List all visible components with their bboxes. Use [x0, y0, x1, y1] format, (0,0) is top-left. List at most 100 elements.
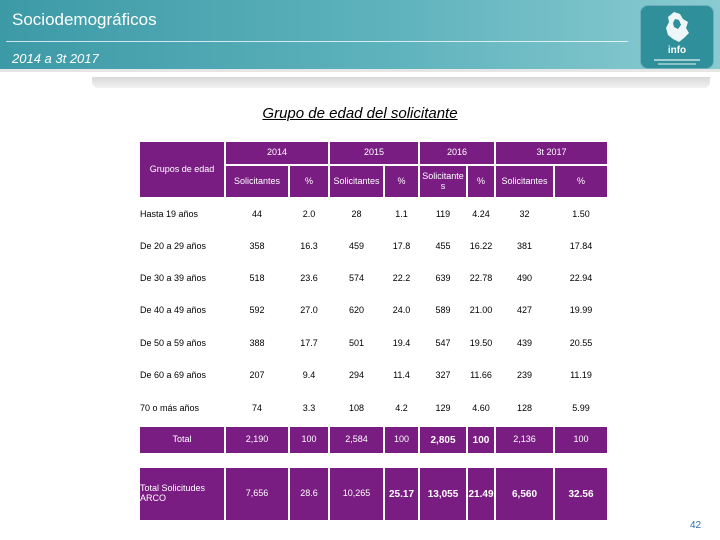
data-cell: 19.50 [468, 329, 494, 359]
row-label: De 30 a 39 años [140, 264, 224, 294]
data-cell: 381 [496, 232, 553, 262]
data-cell: 22.78 [468, 264, 494, 294]
data-cell: 207 [226, 361, 288, 391]
data-cell: 129 [420, 394, 466, 424]
total-cell: 100 [555, 427, 607, 453]
subheader-cell: % [385, 166, 418, 197]
data-cell: 327 [420, 361, 466, 391]
data-cell: 5.99 [555, 394, 607, 424]
data-cell: 239 [496, 361, 553, 391]
data-cell: 388 [226, 329, 288, 359]
data-cell: 427 [496, 296, 553, 326]
arco-cell: 28.6 [290, 468, 328, 520]
total-cell: 2,805 [420, 427, 466, 453]
data-cell: 490 [496, 264, 553, 294]
city-map-icon [666, 12, 689, 42]
data-cell: 518 [226, 264, 288, 294]
data-cell: 24.0 [385, 296, 418, 326]
arco-cell: 21.49 [468, 468, 494, 520]
arco-cell: 6,560 [496, 468, 553, 520]
slide-title: Sociodemográficos [12, 10, 157, 29]
row-header-cell: Grupos de edad [140, 142, 224, 197]
total-cell: 100 [468, 427, 494, 453]
data-cell: 74 [226, 394, 288, 424]
data-cell: 4.24 [468, 200, 494, 230]
data-cell: 16.3 [290, 232, 328, 262]
logo-fine-print [658, 63, 696, 65]
data-cell: 3.3 [290, 394, 328, 424]
total-cell: 100 [385, 427, 418, 453]
banner-divider [6, 41, 628, 42]
data-cell: 19.99 [555, 296, 607, 326]
arco-cell: 13,055 [420, 468, 466, 520]
data-cell: 2.0 [290, 200, 328, 230]
data-cell: 44 [226, 200, 288, 230]
data-cell: 1.50 [555, 200, 607, 230]
data-cell: 17.84 [555, 232, 607, 262]
year-header: 2015 [330, 142, 418, 164]
data-cell: 1.1 [385, 200, 418, 230]
subheader-cell: Solicitantes [226, 166, 288, 197]
subheader-cell: % [555, 166, 607, 197]
data-cell: 17.8 [385, 232, 418, 262]
data-cell: 23.6 [290, 264, 328, 294]
data-cell: 108 [330, 394, 383, 424]
data-cell: 592 [226, 296, 288, 326]
arco-cell: 25.17 [385, 468, 418, 520]
total-cell: 2,136 [496, 427, 553, 453]
page-number: 42 [690, 520, 702, 531]
row-label: De 50 a 59 años [140, 329, 224, 359]
row-label: De 20 a 29 años [140, 232, 224, 262]
data-cell: 19.4 [385, 329, 418, 359]
info-logo: info [640, 5, 714, 69]
table-title: Grupo de edad del solicitante [262, 105, 458, 122]
arco-cell: 10,265 [330, 468, 383, 520]
data-cell: 28 [330, 200, 383, 230]
year-header: 2014 [226, 142, 328, 164]
subheader-cell: % [468, 166, 494, 197]
data-cell: 639 [420, 264, 466, 294]
arco-cell: 7,656 [226, 468, 288, 520]
total-label: Total [140, 427, 224, 453]
data-cell: 17.7 [290, 329, 328, 359]
data-cell: 459 [330, 232, 383, 262]
subheader-cell: Solicitantes [496, 166, 553, 197]
row-label: De 60 a 69 años [140, 361, 224, 391]
data-cell: 574 [330, 264, 383, 294]
subheader-cell: Solicitantes [330, 166, 383, 197]
data-cell: 455 [420, 232, 466, 262]
data-cell: 358 [226, 232, 288, 262]
data-cell: 439 [496, 329, 553, 359]
total-cell: 2,190 [226, 427, 288, 453]
data-cell: 20.55 [555, 329, 607, 359]
data-cell: 9.4 [290, 361, 328, 391]
data-cell: 11.19 [555, 361, 607, 391]
data-cell: 4.60 [468, 394, 494, 424]
data-cell: 21.00 [468, 296, 494, 326]
data-cell: 4.2 [385, 394, 418, 424]
data-cell: 547 [420, 329, 466, 359]
data-cell: 32 [496, 200, 553, 230]
data-cell: 119 [420, 200, 466, 230]
logo-text: info [667, 45, 687, 56]
data-cell: 16.22 [468, 232, 494, 262]
data-cell: 620 [330, 296, 383, 326]
year-header: 2016 [420, 142, 494, 164]
data-cell: 501 [330, 329, 383, 359]
data-cell: 11.4 [385, 361, 418, 391]
logo-fine-print [654, 59, 700, 61]
slide-subtitle: 2014 a 3t 2017 [12, 51, 99, 66]
header-banner: Sociodemográficos 2014 a 3t 2017 info [0, 0, 720, 72]
data-cell: 27.0 [290, 296, 328, 326]
year-header: 3t 2017 [496, 142, 607, 164]
arco-label: Total Solicitudes ARCO [140, 468, 224, 520]
row-label: De 40 a 49 años [140, 296, 224, 326]
data-cell: 128 [496, 394, 553, 424]
arco-cell: 32.56 [555, 468, 607, 520]
subheader-cell: % [290, 166, 328, 197]
data-cell: 294 [330, 361, 383, 391]
data-cell: 11.66 [468, 361, 494, 391]
data-cell: 22.2 [385, 264, 418, 294]
row-label: 70 o más años [140, 394, 224, 424]
data-cell: 22.94 [555, 264, 607, 294]
